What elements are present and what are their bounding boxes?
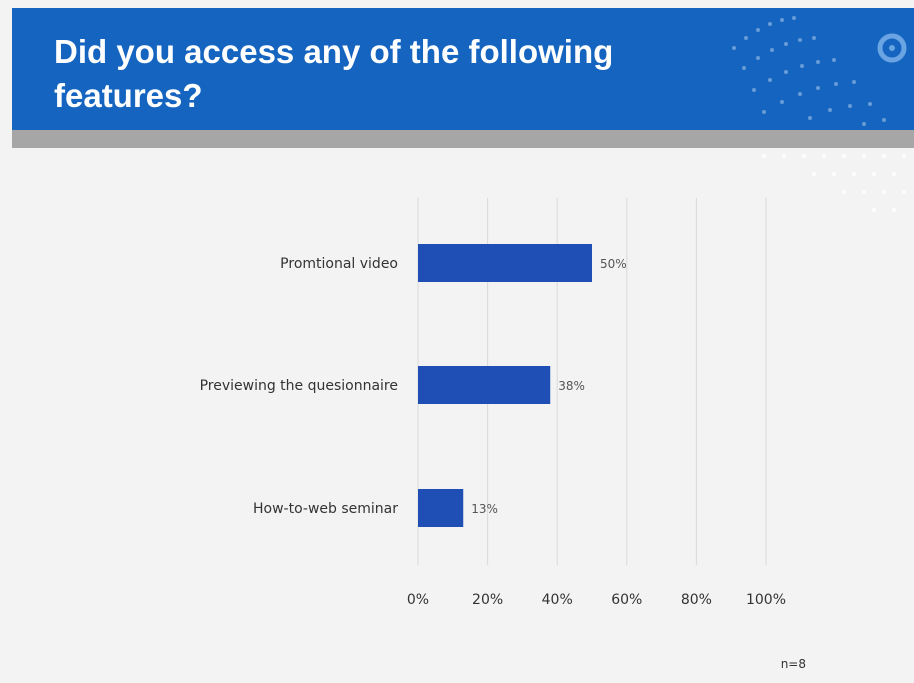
x-tick-label: 0% [407,592,429,608]
data-label: 13% [471,502,498,516]
x-tick-label: 20% [472,592,503,608]
sample-size-note: n=8 [781,657,806,671]
bar [418,489,464,527]
decorative-dots-icon [762,154,906,212]
bar [418,366,551,404]
category-label: How-to-web seminar [253,501,398,517]
header-divider [12,130,914,148]
data-label: 50% [600,257,627,271]
x-tick-label: 60% [611,592,642,608]
slide-title: Did you access any of the following feat… [54,33,614,114]
x-tick-label: 80% [681,592,712,608]
slide-header: Did you access any of the following feat… [12,8,914,130]
category-label: Previewing the quesionnaire [200,378,398,394]
decorative-dots-icon [732,16,907,126]
x-tick-label: 100% [746,592,786,608]
bar [418,244,592,282]
data-label: 38% [558,379,585,393]
x-tick-label: 40% [542,592,573,608]
category-label: Promtional video [280,256,398,272]
